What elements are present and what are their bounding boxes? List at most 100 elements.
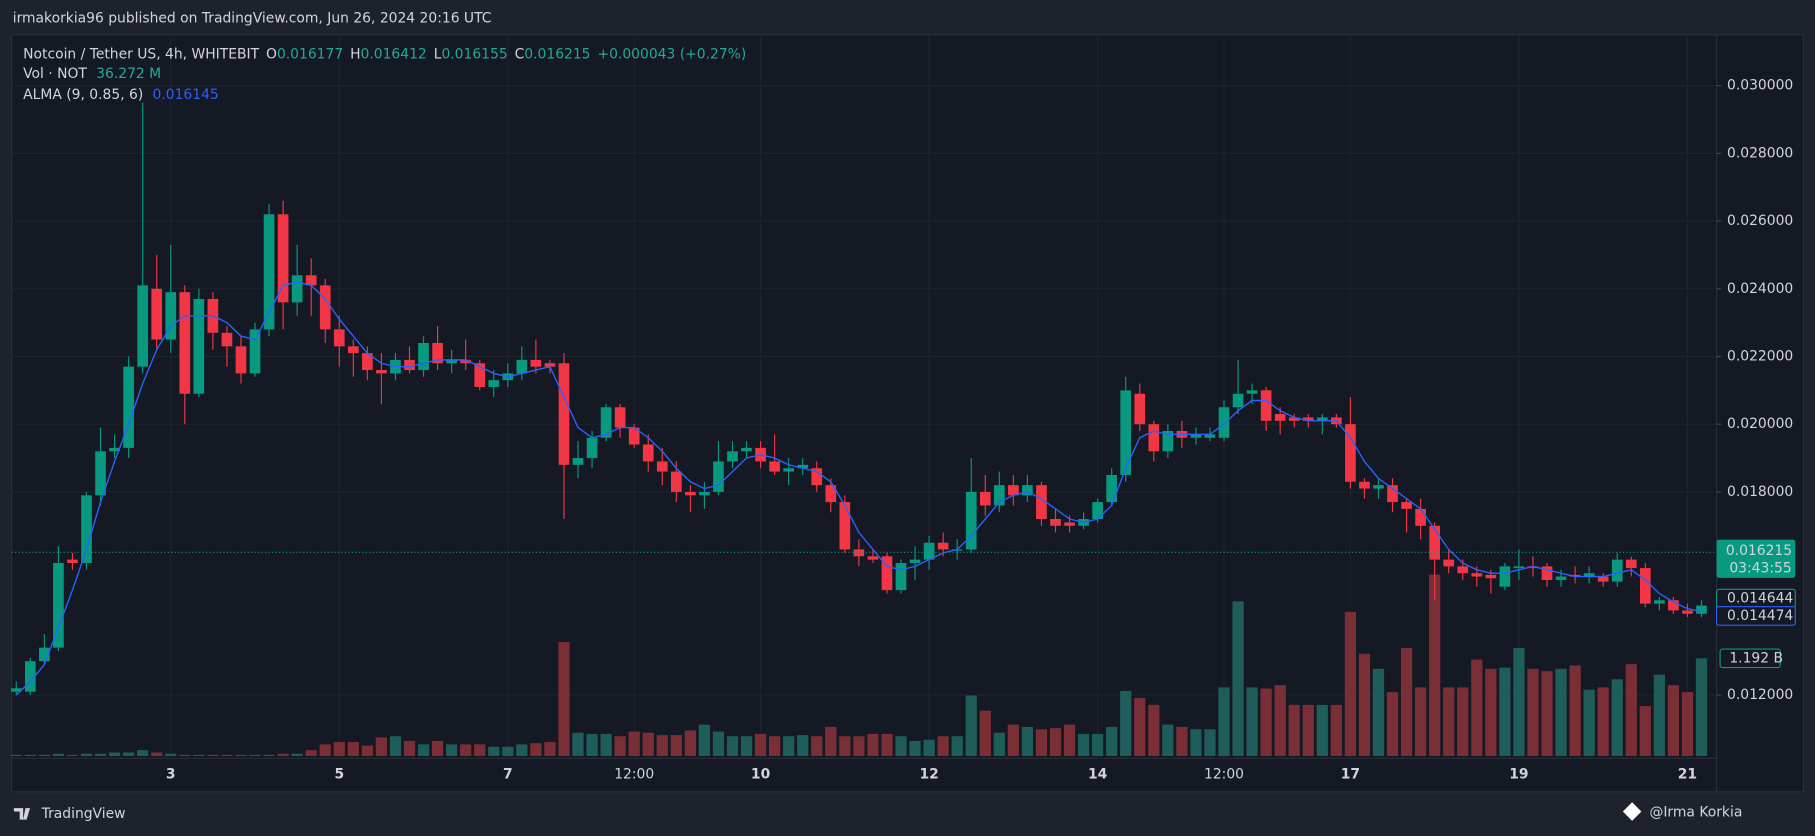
candle-body [1443,559,1455,567]
volume-bar [38,754,50,756]
volume-bar [263,754,275,756]
volume-bar [193,754,205,756]
candle-body [727,451,738,462]
volume-bar [1541,671,1553,756]
volume-bar [979,710,991,756]
volume-bar [1063,724,1076,756]
candle-body [109,447,120,452]
volume-last-label: 1.192 B [1729,650,1783,666]
candle-body [291,275,303,303]
y-tick-label: 0.012000 [1727,687,1793,703]
candle-body [1162,430,1174,452]
volume-bar [586,733,598,756]
volume-bar [530,743,542,756]
volume-bar [1204,729,1216,756]
volume-bar [867,733,879,756]
volume-bar [305,750,317,756]
volume-bar [614,736,626,756]
candle-body [600,407,612,438]
volume-bar [1611,679,1623,756]
y-tick-label: 0.028000 [1727,145,1793,161]
candle-body [235,346,247,374]
candle-body [95,451,106,496]
volume-bar [1386,692,1399,756]
candle-body [1274,414,1286,421]
volume-bar [1218,687,1230,756]
volume-bar [754,733,767,756]
volume-bar [1372,668,1385,756]
candle-body [179,292,191,394]
candle-body [24,661,36,692]
candle-body [1555,576,1567,580]
candle-body [839,502,851,550]
volume-bar [179,754,191,756]
candle-body [446,359,457,364]
volume-bar [375,737,388,756]
legend-line: Notcoin / Tether US, 4h, WHITEBIT O0.0161… [23,47,746,63]
volume-bar [684,730,696,756]
candle-body [151,288,163,340]
candle-body [937,542,949,550]
volume-bar [558,642,570,756]
candle-body [1373,485,1384,489]
volume-bar [347,742,359,756]
candle-body [1513,566,1525,569]
candle-body [1415,508,1426,526]
x-tick-label: 12 [919,767,938,783]
volume-bar [1246,687,1258,756]
candle-body [881,556,893,591]
candles [10,102,1707,696]
volume-bar [1681,692,1694,756]
candle-body [1246,390,1258,394]
volume-bar [1569,665,1581,756]
candle-body [656,461,668,472]
volume-bar [52,753,65,756]
candle-body [1625,559,1637,569]
candle-body [642,444,654,462]
candle-body [1499,566,1511,587]
volume-bar [1302,704,1314,756]
volume-pane [10,574,1708,756]
volume-value: 36.272 M [96,66,161,82]
volume-bar [10,754,22,756]
candle-body [895,563,907,591]
candle-body [1485,574,1497,579]
candle-body [39,647,50,662]
volume-bar [600,733,612,756]
candle-body [699,491,710,496]
candle-body [376,370,387,374]
volume-bar [207,754,219,756]
candle-body [811,468,823,486]
candle-body [474,363,486,387]
volume-bar [1316,704,1328,756]
last-price-box [1716,539,1796,578]
candle-body [123,366,134,448]
candle-body [277,214,289,303]
volume-bar [642,732,654,756]
candle-body [67,559,78,564]
volume-bar [474,744,486,756]
candle-body [53,563,64,648]
volume-bar [937,736,949,756]
volume-bar [277,753,289,756]
candle-body [1190,434,1202,438]
candle-body [221,332,233,347]
y-tick-label: 0.030000 [1727,78,1793,94]
volume-bar [769,736,781,756]
x-tick-label: 5 [334,767,344,783]
candle-body [1050,519,1061,526]
candle-body [1345,424,1356,482]
volume-bar [446,744,458,756]
volume-bar [1274,685,1286,756]
volume-bar [572,732,584,756]
volume-bar [1162,724,1174,756]
alma-last-label-box [1716,606,1796,626]
volume-bar [221,754,233,756]
volume-bar [249,754,261,756]
symbol: Notcoin / Tether US, 4h, WHITEBIT [23,47,259,63]
volume-bar [361,745,373,756]
volume-bar [235,754,247,756]
